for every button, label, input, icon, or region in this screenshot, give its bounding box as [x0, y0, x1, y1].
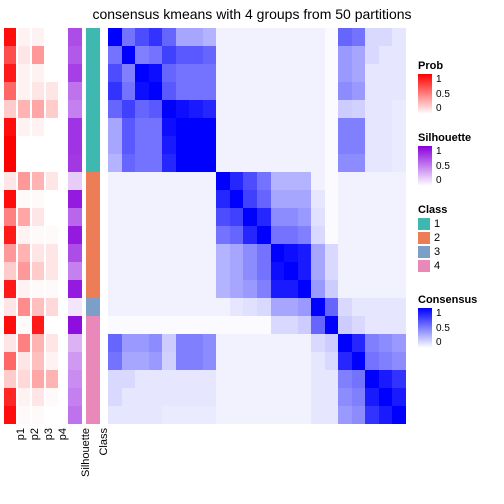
annot-p4	[46, 28, 58, 424]
axis-label-silhouette: Silhouette	[80, 428, 92, 477]
axis-label-p2: p2	[29, 428, 41, 440]
legend-prob: Prob10.50	[418, 60, 443, 114]
consensus-heatmap	[108, 28, 406, 424]
axis-label-class: Class	[98, 428, 110, 456]
annot-p2	[18, 28, 30, 424]
annot-silhouette	[68, 28, 82, 424]
legend-class: Class1234	[418, 204, 447, 274]
annot-class	[86, 28, 100, 424]
legend-silhouette: Silhouette10.50	[418, 132, 471, 186]
annot-p3	[32, 28, 44, 424]
legend-consensus: Consensus10.50	[418, 294, 477, 348]
axis-label-p4: p4	[57, 428, 69, 440]
annot-p1	[4, 28, 16, 424]
axis-label-p3: p3	[43, 428, 55, 440]
axis-label-p1: p1	[15, 428, 27, 440]
chart-title: consensus kmeans with 4 groups from 50 p…	[0, 6, 504, 22]
